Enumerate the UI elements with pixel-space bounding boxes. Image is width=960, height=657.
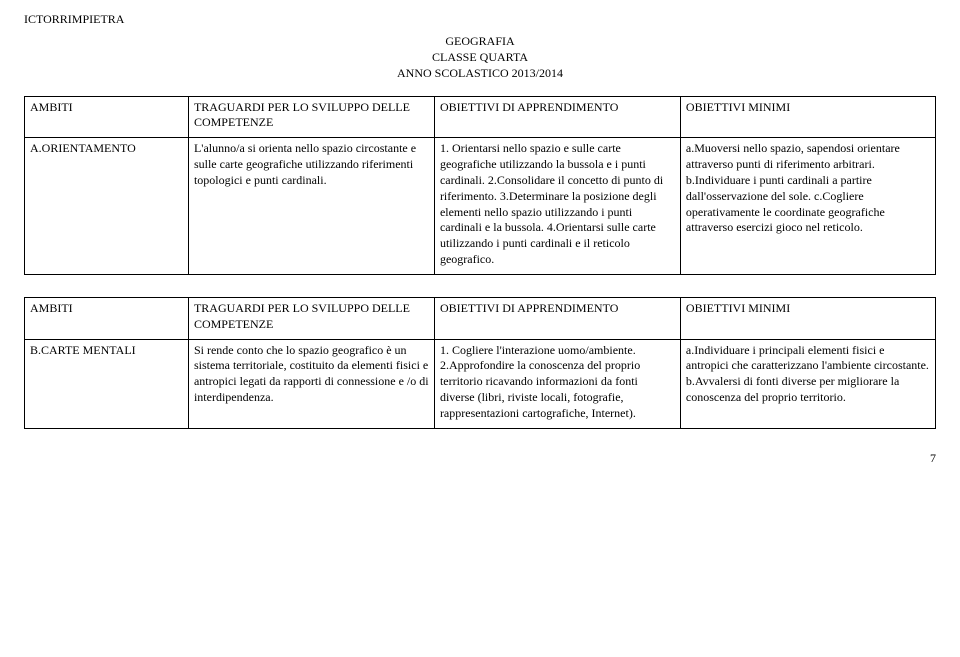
table-row: AMBITI TRAGUARDI PER LO SVILUPPO DELLE C… — [25, 96, 936, 138]
header-traguardi: TRAGUARDI PER LO SVILUPPO DELLE COMPETEN… — [188, 96, 434, 138]
header-obiettivi-minimi: OBIETTIVI MINIMI — [680, 96, 935, 138]
cell-obiettivi-minimi: a.Individuare i principali elementi fisi… — [680, 339, 935, 428]
curriculum-table-2: AMBITI TRAGUARDI PER LO SVILUPPO DELLE C… — [24, 297, 936, 429]
table-row: AMBITI TRAGUARDI PER LO SVILUPPO DELLE C… — [25, 297, 936, 339]
cell-obiettivi-apprendimento: 1. Orientarsi nello spazio e sulle carte… — [434, 138, 680, 275]
institution-name: ICTORRIMPIETRA — [24, 12, 936, 27]
cell-ambito: B.CARTE MENTALI — [25, 339, 189, 428]
table-row: A.ORIENTAMENTO L'alunno/a si orienta nel… — [25, 138, 936, 275]
cell-traguardi: L'alunno/a si orienta nello spazio circo… — [188, 138, 434, 275]
title-line-2: CLASSE QUARTA — [24, 49, 936, 65]
curriculum-table-1: AMBITI TRAGUARDI PER LO SVILUPPO DELLE C… — [24, 96, 936, 275]
cell-obiettivi-minimi: a.Muoversi nello spazio, sapendosi orien… — [680, 138, 935, 275]
page-number: 7 — [24, 451, 936, 466]
header-obiettivi-apprendimento: OBIETTIVI DI APPRENDIMENTO — [434, 96, 680, 138]
header-obiettivi-minimi: OBIETTIVI MINIMI — [680, 297, 935, 339]
header-ambiti: AMBITI — [25, 96, 189, 138]
header-traguardi: TRAGUARDI PER LO SVILUPPO DELLE COMPETEN… — [188, 297, 434, 339]
table-row: B.CARTE MENTALI Si rende conto che lo sp… — [25, 339, 936, 428]
title-line-3: ANNO SCOLASTICO 2013/2014 — [24, 65, 936, 81]
title-line-1: GEOGRAFIA — [24, 33, 936, 49]
header-obiettivi-apprendimento: OBIETTIVI DI APPRENDIMENTO — [434, 297, 680, 339]
cell-obiettivi-apprendimento: 1. Cogliere l'interazione uomo/ambiente.… — [434, 339, 680, 428]
cell-traguardi: Si rende conto che lo spazio geografico … — [188, 339, 434, 428]
header-ambiti: AMBITI — [25, 297, 189, 339]
document-title-block: GEOGRAFIA CLASSE QUARTA ANNO SCOLASTICO … — [24, 33, 936, 82]
cell-ambito: A.ORIENTAMENTO — [25, 138, 189, 275]
